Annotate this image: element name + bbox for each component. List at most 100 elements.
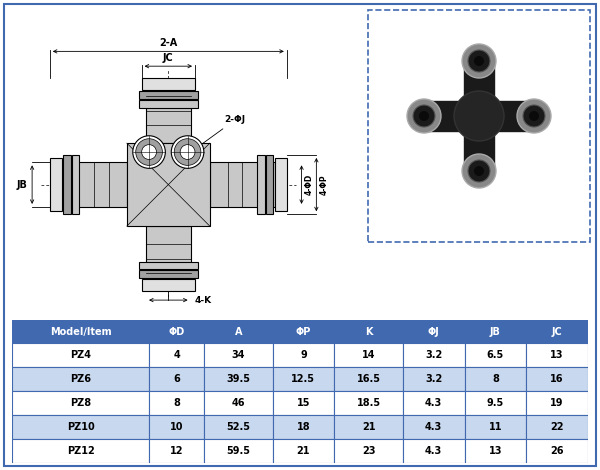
Text: 8: 8 bbox=[492, 374, 499, 384]
Circle shape bbox=[462, 44, 496, 78]
Circle shape bbox=[171, 136, 204, 168]
Bar bbox=[272, 439, 334, 463]
Text: K: K bbox=[365, 327, 373, 337]
Text: JB: JB bbox=[490, 327, 501, 337]
Bar bbox=[149, 368, 204, 391]
Circle shape bbox=[142, 145, 157, 159]
Bar bbox=[526, 344, 588, 368]
Bar bbox=[204, 415, 272, 439]
Bar bbox=[526, 368, 588, 391]
Bar bbox=[204, 320, 272, 344]
Bar bbox=[403, 439, 464, 463]
Bar bbox=[403, 368, 464, 391]
Circle shape bbox=[523, 105, 545, 127]
Bar bbox=[403, 415, 464, 439]
Text: 18: 18 bbox=[296, 422, 310, 432]
Bar bbox=[62, 163, 127, 207]
Bar bbox=[334, 344, 403, 368]
Bar bbox=[204, 391, 272, 415]
Text: 14: 14 bbox=[362, 351, 376, 360]
Text: 46: 46 bbox=[232, 398, 245, 408]
Bar bbox=[526, 439, 588, 463]
Polygon shape bbox=[424, 101, 479, 131]
Circle shape bbox=[474, 56, 484, 66]
Bar bbox=[72, 155, 79, 214]
Bar bbox=[204, 439, 272, 463]
Bar bbox=[12, 368, 149, 391]
Circle shape bbox=[454, 91, 504, 141]
Text: 22: 22 bbox=[550, 422, 564, 432]
Circle shape bbox=[474, 166, 484, 176]
Polygon shape bbox=[479, 101, 534, 131]
Text: JB: JB bbox=[17, 180, 28, 189]
Text: 12.5: 12.5 bbox=[292, 374, 316, 384]
Bar bbox=[464, 368, 526, 391]
Bar bbox=[142, 78, 195, 90]
Text: 3.2: 3.2 bbox=[425, 351, 442, 360]
Text: 2-ΦJ: 2-ΦJ bbox=[198, 116, 245, 147]
Bar bbox=[149, 439, 204, 463]
Circle shape bbox=[468, 50, 490, 72]
Text: 4-K: 4-K bbox=[195, 296, 212, 305]
Bar bbox=[526, 391, 588, 415]
Text: PZ8: PZ8 bbox=[70, 398, 91, 408]
Bar bbox=[142, 279, 195, 291]
Bar bbox=[12, 344, 149, 368]
Bar bbox=[403, 320, 464, 344]
Bar bbox=[149, 391, 204, 415]
Circle shape bbox=[407, 99, 441, 133]
Text: PZ6: PZ6 bbox=[70, 374, 91, 384]
Text: 16: 16 bbox=[550, 374, 564, 384]
Circle shape bbox=[517, 99, 551, 133]
Text: 23: 23 bbox=[362, 446, 376, 456]
Bar bbox=[334, 368, 403, 391]
Bar bbox=[12, 391, 149, 415]
Bar bbox=[50, 158, 62, 212]
Text: 6: 6 bbox=[173, 374, 180, 384]
Bar bbox=[272, 368, 334, 391]
Text: 9.5: 9.5 bbox=[487, 398, 504, 408]
Text: ΦD: ΦD bbox=[169, 327, 185, 337]
Bar bbox=[334, 320, 403, 344]
Text: 4.3: 4.3 bbox=[425, 422, 442, 432]
Text: 6.5: 6.5 bbox=[487, 351, 504, 360]
Bar bbox=[403, 344, 464, 368]
Bar bbox=[334, 415, 403, 439]
Bar bbox=[149, 344, 204, 368]
Text: 18.5: 18.5 bbox=[356, 398, 380, 408]
Bar bbox=[146, 226, 191, 279]
Bar bbox=[464, 415, 526, 439]
Bar bbox=[464, 344, 526, 368]
Text: 34: 34 bbox=[232, 351, 245, 360]
Bar bbox=[12, 439, 149, 463]
Text: 39.5: 39.5 bbox=[226, 374, 250, 384]
Polygon shape bbox=[464, 61, 494, 116]
Bar bbox=[12, 320, 149, 344]
Circle shape bbox=[180, 145, 195, 159]
Text: 52.5: 52.5 bbox=[226, 422, 250, 432]
Polygon shape bbox=[464, 116, 494, 171]
Circle shape bbox=[413, 105, 435, 127]
Text: 13: 13 bbox=[488, 446, 502, 456]
Text: 10: 10 bbox=[170, 422, 184, 432]
Bar bbox=[464, 391, 526, 415]
Bar bbox=[139, 270, 198, 278]
Text: 4: 4 bbox=[173, 351, 180, 360]
Text: 8: 8 bbox=[173, 398, 180, 408]
Text: 59.5: 59.5 bbox=[226, 446, 250, 456]
Text: 4-ΦD: 4-ΦD bbox=[305, 174, 314, 195]
Bar bbox=[272, 320, 334, 344]
Bar bbox=[272, 415, 334, 439]
Bar bbox=[257, 155, 265, 214]
Text: 16.5: 16.5 bbox=[356, 374, 380, 384]
Circle shape bbox=[468, 160, 490, 182]
Text: A: A bbox=[235, 327, 242, 337]
Circle shape bbox=[462, 154, 496, 188]
Bar bbox=[204, 368, 272, 391]
Bar bbox=[210, 163, 275, 207]
Bar bbox=[266, 155, 274, 214]
Bar bbox=[526, 415, 588, 439]
Text: 15: 15 bbox=[296, 398, 310, 408]
Text: 21: 21 bbox=[362, 422, 376, 432]
Circle shape bbox=[174, 139, 201, 165]
